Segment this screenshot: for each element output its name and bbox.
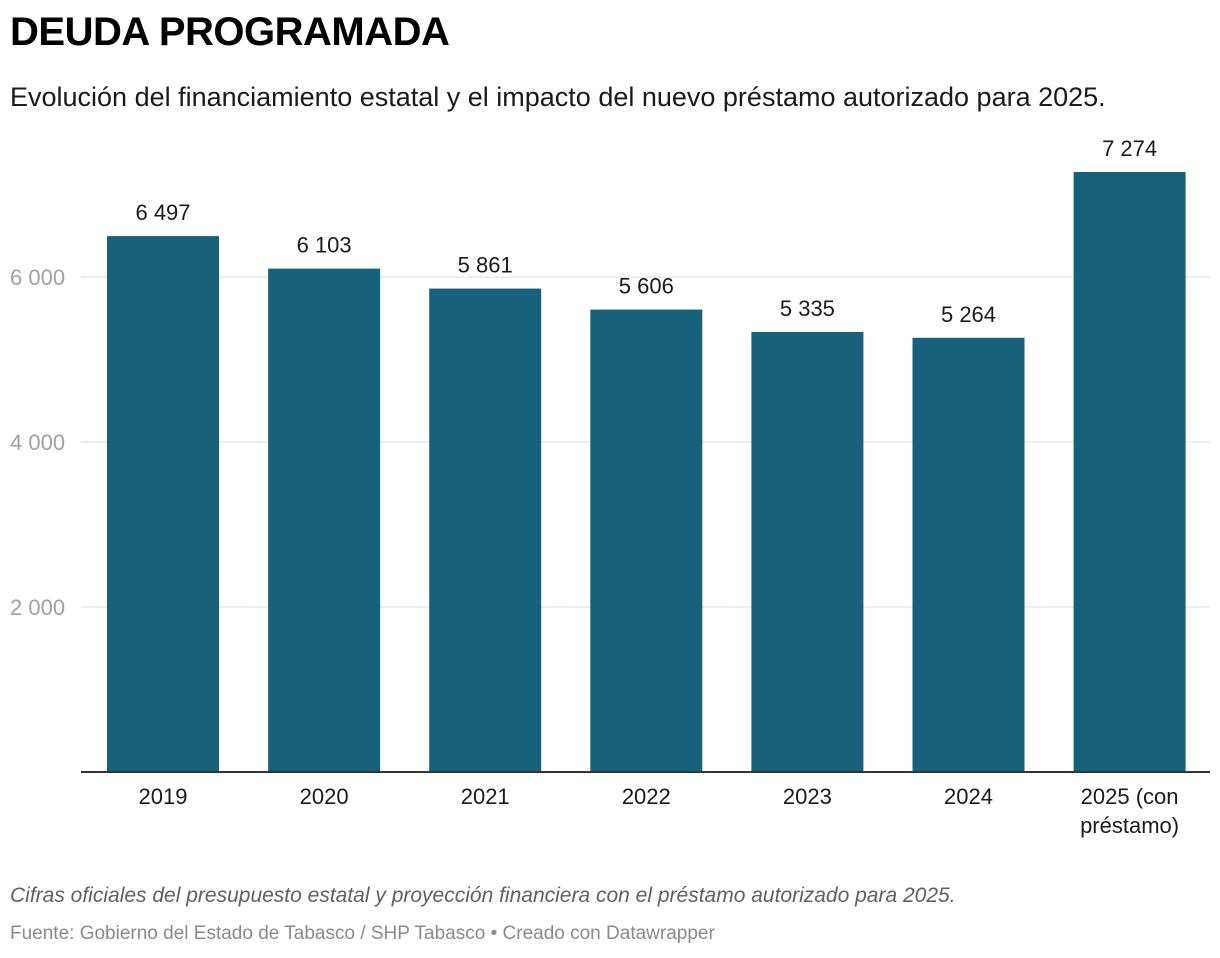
x-tick-label: 2024	[944, 784, 993, 809]
x-tick-label: 2025 (con préstamo)	[1080, 784, 1179, 838]
bar	[912, 337, 1025, 772]
bar-value-label: 7 274	[1102, 136, 1157, 161]
x-tick-label: 2021	[461, 784, 510, 809]
bar	[268, 268, 381, 772]
bar	[429, 288, 542, 772]
bar	[107, 236, 219, 772]
bar-value-label: 5 264	[941, 302, 996, 327]
bar	[1073, 172, 1186, 772]
y-tick-label: 2 000	[10, 595, 65, 620]
x-tick-label: 2022	[622, 784, 671, 809]
bar-value-label: 5 606	[619, 274, 674, 299]
bar-value-label: 6 497	[135, 200, 190, 225]
chart-title: DEUDA PROGRAMADA	[10, 10, 450, 54]
chart-note: Cifras oficiales del presupuesto estatal…	[10, 884, 956, 907]
bar	[590, 309, 703, 772]
bar-value-label: 5 861	[458, 253, 513, 278]
bar	[751, 331, 864, 772]
x-tick-label: 2019	[139, 784, 188, 809]
y-tick-label: 4 000	[10, 430, 65, 455]
x-tick-label: 2020	[300, 784, 349, 809]
bar-value-label: 6 103	[297, 233, 352, 258]
chart-subtitle: Evolución del financiamiento estatal y e…	[10, 82, 1106, 112]
chart-source: Fuente: Gobierno del Estado de Tabasco /…	[10, 923, 715, 944]
bar-value-label: 5 335	[780, 296, 835, 321]
y-tick-label: 6 000	[10, 265, 65, 290]
x-tick-label: 2023	[783, 784, 832, 809]
